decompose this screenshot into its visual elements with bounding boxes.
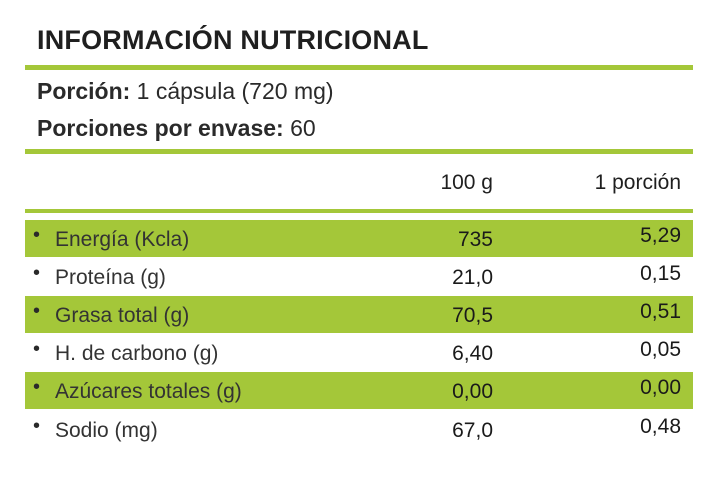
nutrition-facts-panel: INFORMACIÓN NUTRICIONAL Porción: 1 cápsu… [25, 0, 693, 493]
divider-header [25, 209, 693, 213]
nutrient-name: Sodio (mg) [55, 419, 158, 442]
bullet-icon: • [33, 224, 41, 246]
value-per-serving: 0,48 [640, 415, 681, 438]
value-per-serving: 0,05 [640, 338, 681, 361]
value-per-100g: 0,00 [452, 380, 493, 403]
value-per-100g: 67,0 [452, 419, 493, 442]
table-row: • Proteína (g) 21,0 0,15 [25, 258, 693, 295]
value-per-100g: 21,0 [452, 266, 493, 289]
value-per-100g: 735 [457, 228, 493, 251]
serving-size: Porción: 1 cápsula (720 mg) [37, 78, 334, 105]
value-per-serving: 0,51 [640, 300, 681, 323]
bullet-icon: • [33, 415, 41, 437]
table-row: • H. de carbono (g) 6,40 0,05 [25, 334, 693, 371]
table-row: • Grasa total (g) 70,5 0,51 [25, 296, 693, 333]
bullet-icon: • [33, 338, 41, 360]
nutrient-name: Azúcares totales (g) [55, 380, 242, 403]
servings-per-container-value: 60 [290, 115, 316, 141]
serving-size-value: 1 cápsula (720 mg) [136, 78, 334, 104]
divider-top [25, 65, 693, 70]
table-row: • Energía (Kcla) 735 5,29 [25, 220, 693, 257]
bullet-icon: • [33, 300, 41, 322]
value-per-serving: 0,15 [640, 262, 681, 285]
value-per-serving: 5,29 [640, 224, 681, 247]
nutrient-name: Proteína (g) [55, 266, 166, 289]
column-header-per-serving: 1 porción [594, 171, 681, 194]
column-header-per-100g: 100 g [440, 171, 493, 194]
bullet-icon: • [33, 262, 41, 284]
nutrient-name: Energía (Kcla) [55, 228, 190, 251]
value-per-100g: 70,5 [452, 304, 493, 327]
bullet-icon: • [33, 376, 41, 398]
nutrient-name: H. de carbono (g) [55, 342, 219, 365]
serving-size-label: Porción: [37, 78, 131, 104]
nutrient-name: Grasa total (g) [55, 304, 190, 327]
table-row: • Sodio (mg) 67,0 0,48 [25, 411, 693, 448]
value-per-serving: 0,00 [640, 376, 681, 399]
servings-per-container-label: Porciones por envase: [37, 115, 284, 141]
servings-per-container: Porciones por envase: 60 [37, 115, 316, 142]
divider-middle [25, 149, 693, 154]
value-per-100g: 6,40 [452, 342, 493, 365]
page-title: INFORMACIÓN NUTRICIONAL [37, 25, 429, 55]
table-row: • Azúcares totales (g) 0,00 0,00 [25, 372, 693, 409]
